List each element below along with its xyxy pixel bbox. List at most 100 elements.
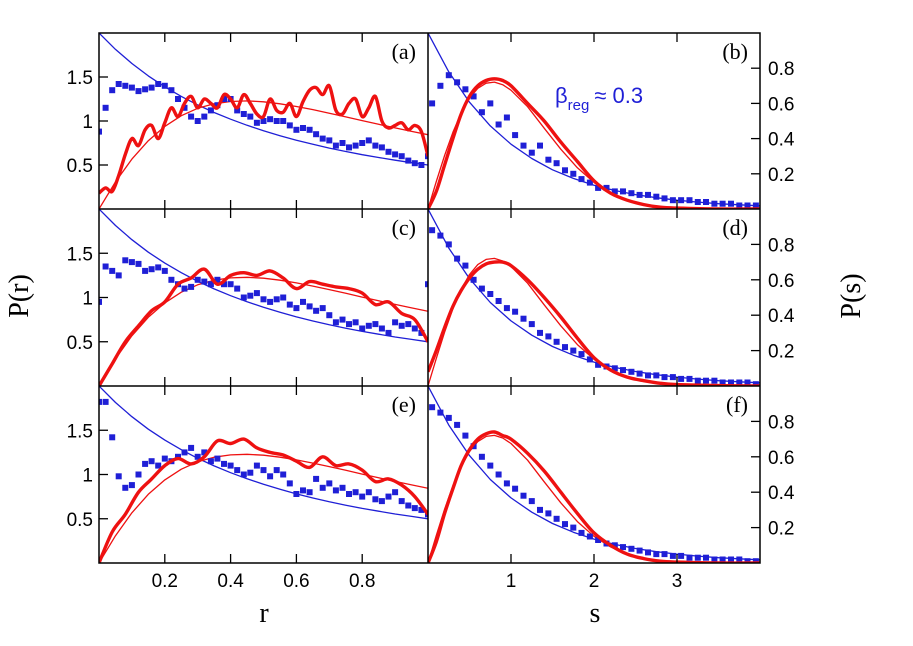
blue-square-point [686, 197, 693, 204]
blue-square-point [719, 556, 726, 563]
blue-square-point [267, 473, 274, 480]
blue-square-point [253, 462, 260, 469]
blue-square-point [478, 109, 485, 116]
blue-square-point [418, 162, 425, 168]
blue-square-point [135, 260, 142, 267]
blue-square-point [326, 137, 333, 144]
blue-square-point [678, 197, 685, 204]
blue-square-point [227, 281, 234, 288]
y-tick-label: 0.6 [768, 94, 794, 115]
blue-square-point [313, 307, 320, 314]
blue-square-point [586, 179, 593, 186]
blue-square-point [703, 199, 709, 205]
blue-square-point [115, 81, 122, 87]
blue-square-point [645, 191, 651, 198]
plot-area [99, 209, 428, 386]
panel-f: (f) 0.2 0.4 0.6 0.8 1 2 3 [428, 386, 795, 592]
blue-square-point [462, 262, 469, 269]
blue-square-point [445, 414, 452, 421]
blue-square-point [260, 467, 267, 474]
blue-square-point [332, 319, 339, 326]
blue-square-point [611, 542, 618, 549]
blue-square-point [148, 458, 155, 465]
blue-square-point [628, 545, 635, 552]
ref-red-goe-line [99, 453, 428, 563]
panel-e: (e) 0.5 1 1.5 0.2 0.4 0.6 0.8 [67, 386, 428, 592]
blue-square-point [221, 96, 227, 102]
y-tick-label: 1 [82, 289, 93, 310]
blue-square-point [214, 455, 221, 462]
blue-square-point [470, 93, 477, 100]
y-tick-label: 0.8 [768, 235, 794, 256]
ref-red-goe-line [99, 276, 428, 386]
blue-square-point [728, 379, 734, 386]
outer-frame [98, 32, 761, 564]
blue-square-point [669, 197, 676, 204]
blue-square-point [553, 338, 560, 345]
blue-square-point [142, 86, 149, 93]
blue-square-point [346, 144, 352, 151]
blue-square-point [495, 471, 502, 478]
blue-square-point [686, 375, 693, 382]
blue-square-point [365, 489, 372, 496]
blue-square-point [207, 281, 214, 288]
blue-square-point [719, 379, 726, 386]
blue-square-point [207, 458, 214, 465]
blue-square-point [736, 556, 743, 563]
blue-square-point [454, 421, 461, 428]
blue-square-point [578, 176, 585, 183]
data-red-line [99, 83, 428, 195]
blue-square-point [385, 329, 392, 336]
blue-square-point [528, 149, 535, 156]
ref-red-goe-line [428, 257, 760, 386]
blue-square-point [620, 188, 626, 195]
blue-square-point [636, 191, 643, 198]
x-tick-label: 0.4 [217, 571, 244, 592]
blue-square-point [352, 142, 359, 149]
blue-square-point [520, 142, 527, 149]
blue-square-point [142, 267, 149, 274]
blue-square-point [253, 119, 260, 126]
blue-square-point [562, 521, 568, 528]
blue-square-point [398, 322, 405, 329]
blue-square-point [319, 305, 326, 312]
blue-square-point [385, 493, 392, 500]
blue-square-point [378, 144, 385, 151]
blue-square-point [332, 142, 339, 149]
blue-square-point [478, 453, 485, 460]
blue-square-point [454, 79, 461, 86]
blue-square-point [669, 374, 676, 381]
blue-square-point [736, 202, 743, 209]
blue-square-point [512, 485, 519, 492]
blue-square-point [306, 489, 313, 496]
blue-square-point [155, 264, 162, 271]
blue-square-point [553, 515, 560, 522]
panel-label: (c) [392, 215, 416, 240]
blue-square-point [405, 157, 412, 164]
blue-square-point [273, 296, 280, 303]
blue-square-point [372, 321, 379, 328]
blue-square-point [628, 190, 635, 197]
blue-square-point [620, 544, 626, 551]
beta-symbol: β [555, 83, 568, 108]
blue-square-point [273, 467, 280, 474]
blue-square-point [487, 291, 494, 297]
blue-square-point [300, 487, 306, 494]
blue-square-point [462, 432, 469, 439]
blue-square-point [620, 367, 626, 374]
blue-square-point [437, 409, 444, 416]
blue-square-point [728, 556, 734, 563]
blue-square-point [545, 510, 552, 517]
blue-square-point [240, 294, 247, 301]
panel-label: (d) [722, 215, 748, 240]
blue-square-point [744, 558, 751, 563]
blue-square-point [537, 142, 543, 149]
blue-square-point [562, 167, 568, 174]
blue-square-point [385, 148, 392, 155]
blue-square-point [201, 113, 208, 120]
blue-square-point [194, 453, 201, 460]
blue-square-point [99, 398, 102, 405]
blue-square-point [115, 473, 122, 480]
blue-square-point [752, 558, 759, 563]
plot-area [99, 386, 428, 563]
